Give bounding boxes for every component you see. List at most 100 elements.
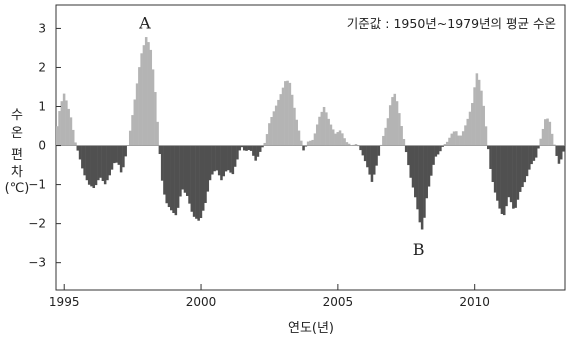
anomaly-bar	[252, 145, 255, 156]
anomaly-bar	[261, 145, 264, 148]
anomaly-bar	[240, 145, 244, 148]
anomaly-bar	[195, 145, 198, 219]
anomaly-bar	[90, 145, 93, 187]
anomaly-bar	[300, 140, 303, 146]
anomaly-bar	[183, 145, 187, 193]
anomaly-bar	[361, 145, 365, 156]
anomaly-bar	[464, 125, 467, 146]
anomaly-bar	[336, 132, 340, 146]
anomaly-bar	[562, 145, 565, 152]
anomaly-bar	[507, 145, 511, 198]
x-axis-ticks: 1995 2000 2005 2010	[49, 284, 490, 309]
anomaly-bar	[247, 145, 251, 151]
x-axis-title: 연도(년)	[288, 321, 334, 336]
plot-frame	[55, 4, 566, 291]
anomaly-bar	[379, 144, 383, 146]
anomaly-bar	[67, 108, 70, 146]
anomaly-bar	[167, 145, 171, 208]
anomaly-bar	[398, 113, 401, 146]
anomaly-bar	[110, 145, 114, 170]
anomaly-bar	[557, 145, 561, 164]
anomaly-bar	[480, 90, 483, 146]
anomaly-bar	[491, 145, 495, 182]
anomaly-bar	[286, 80, 289, 146]
anomaly-bar	[197, 145, 200, 221]
anomaly-bar	[206, 145, 210, 192]
anomaly-bar	[140, 53, 143, 146]
anomaly-bar	[416, 145, 419, 210]
anomaly-bar	[544, 119, 547, 146]
anomaly-bar	[181, 145, 184, 190]
anomaly-bar	[231, 145, 235, 175]
anomaly-bar	[320, 111, 324, 146]
anomaly-bar	[213, 145, 216, 172]
anomaly-bar	[238, 145, 241, 151]
anomaly-bar	[60, 101, 64, 146]
anomaly-bar	[313, 133, 317, 146]
anomaly-bar	[270, 117, 273, 146]
anomaly-bar	[450, 133, 454, 146]
anomaly-bar	[69, 117, 73, 146]
anomaly-bar	[165, 145, 168, 204]
anomaly-bar	[553, 144, 556, 146]
anomaly-bar	[539, 138, 542, 146]
anomaly-bar	[461, 131, 465, 146]
anomaly-bar	[81, 145, 84, 169]
anomaly-bar	[518, 145, 522, 192]
anomaly-bar	[532, 145, 536, 161]
anomaly-bar	[103, 145, 107, 185]
anomaly-bar	[272, 111, 276, 146]
anomaly-bar	[445, 141, 449, 146]
anomaly-bars	[56, 37, 565, 230]
anomaly-bar	[229, 145, 232, 173]
anomaly-bar	[484, 126, 488, 146]
anomaly-bar	[179, 145, 182, 197]
anomaly-bar	[477, 79, 481, 146]
anomaly-bar	[190, 145, 194, 212]
y-tick-label: −3	[28, 256, 46, 270]
anomaly-bar	[414, 145, 417, 198]
y-axis-ticks: 3 2 1 0 −1 −2 −3	[28, 21, 61, 270]
anomaly-bar	[142, 45, 146, 146]
anomaly-bar	[359, 145, 362, 151]
anomaly-bar	[176, 145, 180, 208]
anomaly-bar	[404, 145, 408, 153]
anomaly-bar	[279, 94, 283, 146]
anomaly-bar	[534, 145, 538, 158]
anomaly-bar	[185, 145, 189, 196]
anomaly-bar	[135, 83, 139, 146]
anomaly-bar	[427, 145, 431, 187]
anomaly-bar	[425, 145, 428, 199]
anomaly-bar	[498, 145, 501, 209]
anomaly-bar	[377, 145, 381, 156]
anomaly-bar	[448, 137, 451, 146]
anomaly-bar	[108, 145, 111, 176]
anomaly-bar	[386, 118, 390, 146]
anomaly-bar	[436, 145, 440, 155]
anomaly-bar	[284, 81, 287, 146]
anomaly-bar	[471, 103, 474, 146]
anomaly-bar	[233, 145, 237, 167]
anomaly-bar	[443, 144, 447, 146]
anomaly-bar	[352, 144, 355, 146]
anomaly-bar	[245, 145, 248, 151]
anomaly-bar	[432, 145, 435, 165]
anomaly-bar	[434, 145, 438, 157]
anomaly-bar	[56, 126, 59, 146]
anomaly-bar	[71, 129, 75, 146]
y-axis-title-char: 차	[11, 165, 23, 180]
annotation-a: A	[138, 14, 151, 33]
anomaly-bar	[375, 145, 378, 166]
anomaly-bar	[85, 145, 89, 181]
anomaly-bar	[546, 118, 549, 146]
anomaly-bar	[58, 111, 61, 146]
anomaly-bar	[347, 143, 351, 146]
anomaly-bar	[489, 145, 492, 169]
anomaly-bar	[512, 145, 515, 209]
anomaly-bar	[293, 107, 296, 146]
anomaly-bar	[144, 37, 148, 146]
anomaly-bar	[201, 145, 205, 211]
anomaly-bar	[366, 145, 369, 168]
anomaly-bar	[318, 116, 321, 146]
